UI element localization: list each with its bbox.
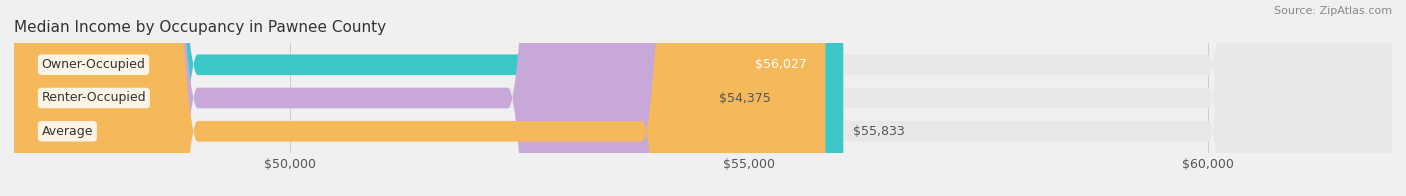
FancyBboxPatch shape <box>14 0 1392 196</box>
FancyBboxPatch shape <box>14 0 692 196</box>
FancyBboxPatch shape <box>14 0 825 196</box>
Text: Renter-Occupied: Renter-Occupied <box>42 92 146 104</box>
Text: Median Income by Occupancy in Pawnee County: Median Income by Occupancy in Pawnee Cou… <box>14 20 387 35</box>
FancyBboxPatch shape <box>14 0 844 196</box>
Text: Average: Average <box>42 125 93 138</box>
FancyBboxPatch shape <box>14 0 1392 196</box>
Text: $56,027: $56,027 <box>755 58 807 71</box>
Text: Source: ZipAtlas.com: Source: ZipAtlas.com <box>1274 6 1392 16</box>
Text: $55,833: $55,833 <box>853 125 904 138</box>
Text: Owner-Occupied: Owner-Occupied <box>42 58 145 71</box>
Text: $54,375: $54,375 <box>718 92 770 104</box>
FancyBboxPatch shape <box>14 0 1392 196</box>
